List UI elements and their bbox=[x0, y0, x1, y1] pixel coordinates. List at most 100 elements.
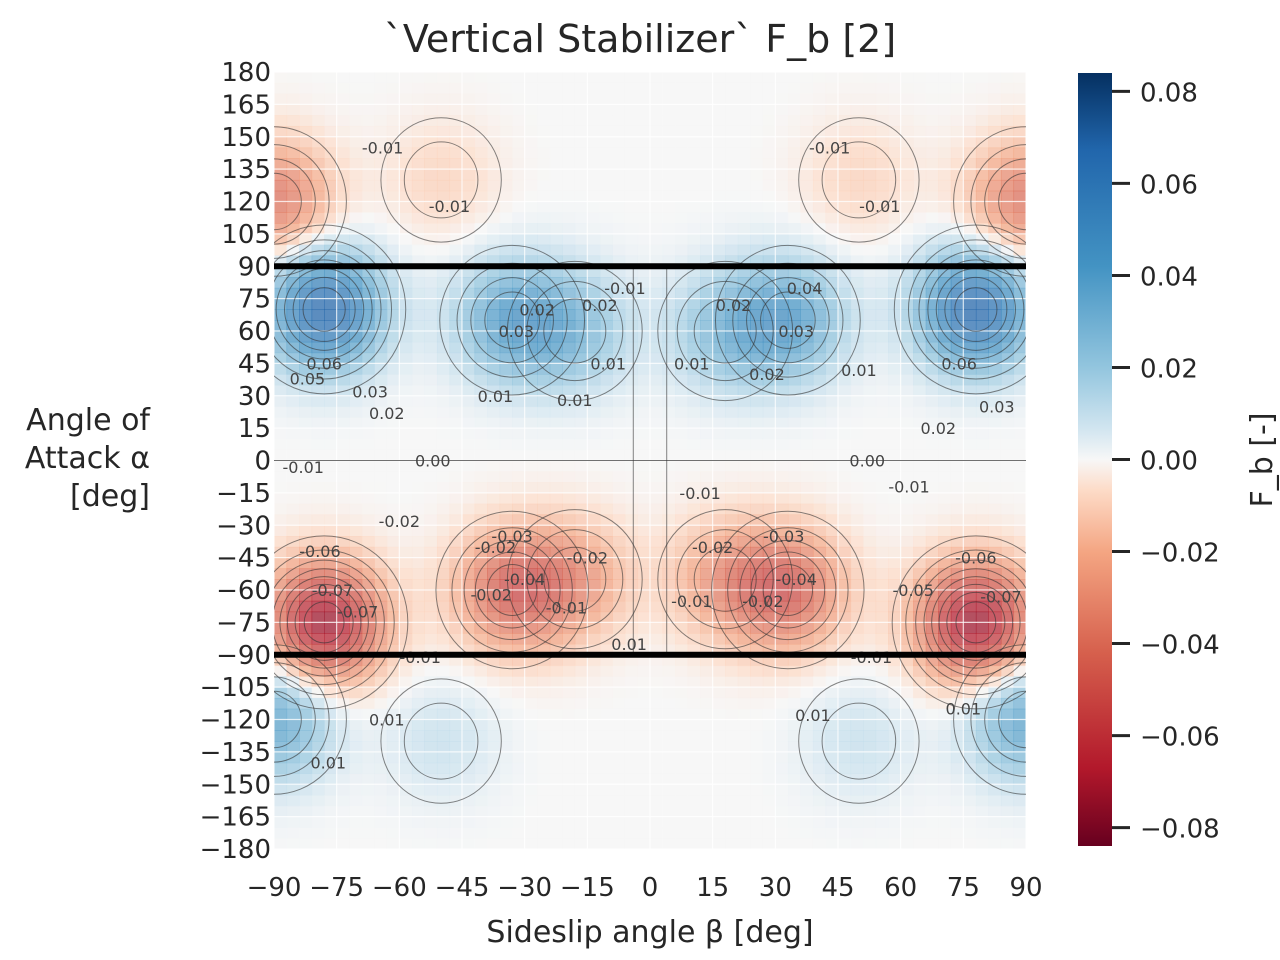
heatmap-cell bbox=[975, 223, 989, 235]
heatmap-cell bbox=[925, 600, 939, 613]
heatmap-cell bbox=[462, 298, 476, 311]
heatmap-cell bbox=[624, 514, 639, 526]
heatmap-cell bbox=[574, 676, 588, 688]
heatmap-cell bbox=[712, 514, 726, 526]
heatmap-cell bbox=[562, 147, 576, 159]
heatmap-cell bbox=[411, 417, 425, 429]
heatmap-cell bbox=[1000, 590, 1015, 602]
heatmap-cell bbox=[762, 363, 776, 375]
heatmap-cell bbox=[411, 568, 425, 580]
heatmap-cell bbox=[587, 179, 601, 192]
heatmap-cell bbox=[637, 687, 651, 699]
heatmap-cell bbox=[725, 147, 739, 159]
heatmap-cell bbox=[449, 438, 463, 451]
heatmap-cell bbox=[863, 697, 877, 710]
heatmap-cell bbox=[324, 201, 338, 213]
heatmap-cell bbox=[812, 136, 827, 149]
heatmap-cell bbox=[838, 406, 852, 418]
heatmap-cell bbox=[499, 147, 513, 159]
heatmap-cell bbox=[436, 363, 451, 375]
heatmap-cell bbox=[286, 827, 300, 839]
heatmap-cell bbox=[537, 557, 551, 570]
heatmap-cell bbox=[650, 622, 664, 634]
heatmap-cell bbox=[349, 93, 363, 105]
heatmap-cell bbox=[462, 384, 476, 397]
heatmap-cell bbox=[512, 805, 526, 818]
heatmap-cell bbox=[637, 384, 651, 397]
heatmap-cell bbox=[662, 536, 676, 548]
heatmap-cell bbox=[349, 104, 363, 116]
heatmap-cell bbox=[825, 536, 839, 548]
heatmap-cell bbox=[725, 525, 739, 537]
heatmap-cell bbox=[787, 762, 801, 775]
heatmap-cell bbox=[487, 438, 501, 451]
heatmap-cell bbox=[574, 428, 588, 440]
contour-line bbox=[274, 126, 347, 277]
heatmap-cell bbox=[888, 838, 902, 849]
heatmap-cell bbox=[361, 546, 375, 559]
heatmap-cell bbox=[361, 384, 375, 397]
heatmap-cell bbox=[838, 600, 852, 613]
heatmap-cell bbox=[349, 331, 363, 343]
contour-line bbox=[274, 239, 393, 380]
heatmap-cell bbox=[863, 838, 877, 849]
heatmap-cell bbox=[700, 590, 714, 602]
heatmap-cell bbox=[825, 514, 839, 526]
heatmap-cell bbox=[662, 136, 676, 149]
heatmap-cell bbox=[800, 708, 814, 721]
heatmap-cell bbox=[349, 115, 363, 127]
heatmap-cell bbox=[524, 395, 538, 408]
contour-label: -0.07 bbox=[312, 581, 353, 600]
heatmap-cell bbox=[812, 438, 827, 451]
heatmap-cell bbox=[838, 93, 852, 105]
heatmap-cell bbox=[612, 104, 626, 116]
heatmap-cell bbox=[725, 687, 739, 699]
heatmap-cell bbox=[562, 341, 576, 354]
heatmap-cell bbox=[1013, 179, 1026, 192]
heatmap-cell bbox=[349, 309, 363, 321]
heatmap-cell bbox=[762, 762, 776, 775]
heatmap-cell bbox=[925, 654, 939, 667]
heatmap-cell bbox=[549, 266, 563, 278]
heatmap-cell bbox=[650, 514, 664, 526]
heatmap-cell bbox=[361, 762, 375, 775]
heatmap-cell bbox=[812, 633, 827, 645]
heatmap-cell bbox=[311, 697, 325, 710]
heatmap-cell bbox=[374, 762, 388, 775]
heatmap-cell bbox=[762, 125, 776, 138]
heatmap-cell bbox=[587, 525, 601, 537]
heatmap-cell bbox=[1000, 298, 1015, 311]
heatmap-cell bbox=[399, 72, 413, 84]
heatmap-cell bbox=[675, 309, 689, 321]
heatmap-cell bbox=[349, 287, 363, 300]
heatmap-cell bbox=[812, 309, 827, 321]
heatmap-cell bbox=[324, 525, 338, 537]
heatmap-cell bbox=[825, 320, 839, 332]
heatmap-cell bbox=[737, 654, 751, 667]
heatmap-cell bbox=[374, 816, 388, 829]
heatmap-cell bbox=[825, 363, 839, 375]
heatmap-cell bbox=[537, 277, 551, 289]
heatmap-cell bbox=[499, 212, 513, 224]
heatmap-cell bbox=[349, 438, 363, 451]
heatmap-cell bbox=[386, 751, 400, 764]
heatmap-cell bbox=[825, 417, 839, 429]
heatmap-cell bbox=[411, 352, 425, 364]
heatmap-cell bbox=[474, 697, 488, 710]
heatmap-cell bbox=[762, 201, 776, 213]
heatmap-cell bbox=[537, 82, 551, 95]
heatmap-cell bbox=[838, 179, 852, 192]
heatmap-cell bbox=[436, 568, 451, 580]
heatmap-cell bbox=[650, 104, 664, 116]
contour-line bbox=[657, 509, 794, 650]
heatmap-cell bbox=[825, 136, 839, 149]
heatmap-cell bbox=[963, 374, 977, 386]
heatmap-cell bbox=[361, 751, 375, 764]
heatmap-cell bbox=[324, 266, 338, 278]
heatmap-cell bbox=[274, 784, 288, 796]
heatmap-cell bbox=[725, 201, 739, 213]
heatmap-cell bbox=[650, 546, 664, 559]
heatmap-cell bbox=[361, 233, 375, 246]
heatmap-cell bbox=[1000, 331, 1015, 343]
